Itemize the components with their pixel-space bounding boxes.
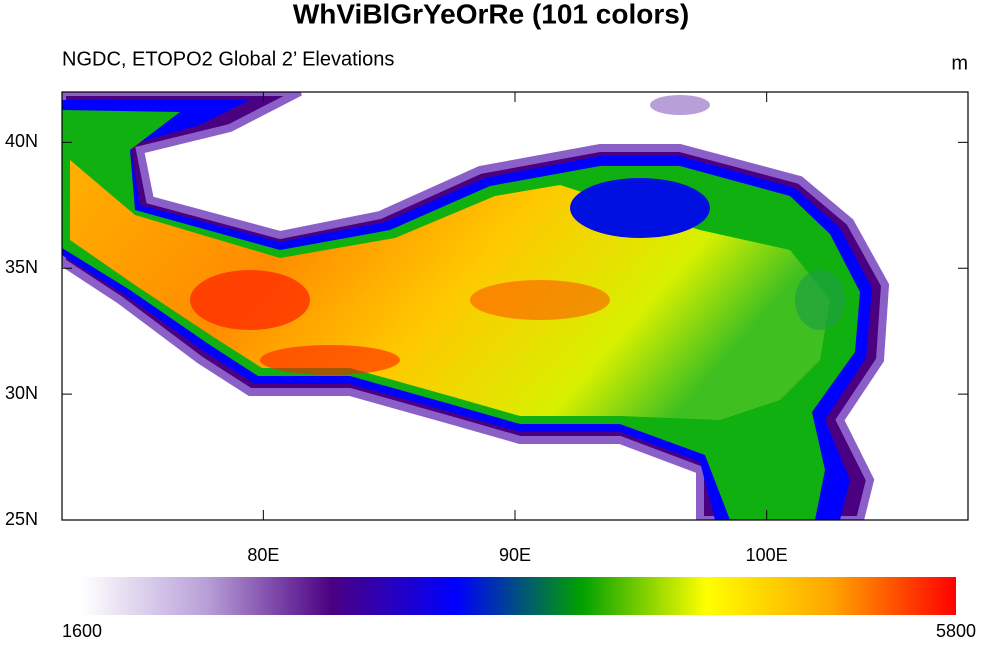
- terrain: [62, 92, 890, 520]
- x-tick-label: 80E: [247, 545, 279, 565]
- chart-title: WhViBlGrYeOrRe (101 colors): [293, 0, 689, 29]
- units: m: [951, 52, 968, 74]
- y-tick-label: 30N: [5, 383, 38, 403]
- y-tick-label: 25N: [5, 509, 38, 529]
- colorbar-label: 5800: [936, 621, 976, 641]
- subtitle: NGDC, ETOPO2 Global 2’ Elevations: [62, 48, 394, 70]
- x-tick-label: 100E: [746, 545, 788, 565]
- colorbar-label: 1600: [62, 621, 102, 641]
- colorbar: [82, 577, 956, 615]
- y-tick-label: 40N: [5, 131, 38, 151]
- x-tick-label: 90E: [499, 545, 531, 565]
- y-tick-label: 35N: [5, 257, 38, 277]
